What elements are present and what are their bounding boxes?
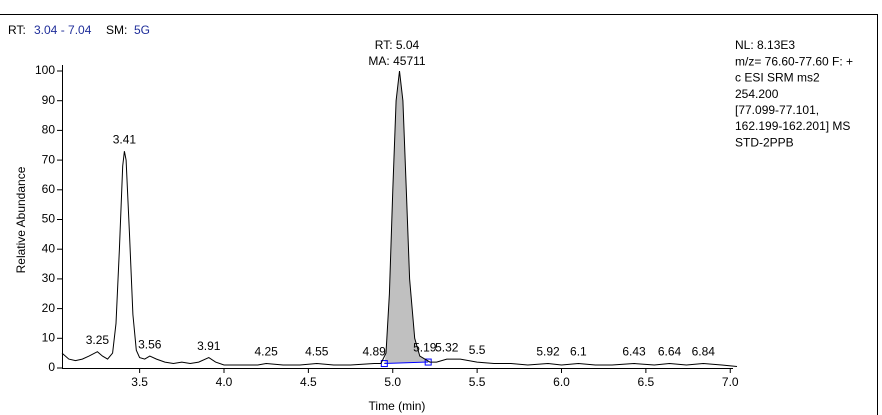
integration-baseline (384, 361, 429, 365)
x-tick-label: 3.5 (131, 375, 148, 389)
y-tick-label: 70 (42, 152, 56, 166)
rt-range: 3.04 - 7.04 (34, 23, 92, 37)
peak-label: 3.91 (197, 339, 221, 353)
trace-line (61, 70, 738, 367)
sm-label: SM: (106, 23, 127, 37)
peak-label: 5.92 (536, 345, 560, 359)
y-tick-label: 80 (42, 123, 56, 137)
x-tick-label: 6.0 (553, 375, 570, 389)
info-line: m/z= 76.60-77.60 F: + (735, 54, 853, 68)
y-tick-label: 30 (42, 271, 56, 285)
y-tick-label: 10 (42, 330, 56, 344)
y-tick-label: 90 (42, 93, 56, 107)
rt-label: RT: (8, 23, 26, 37)
peak-label: 6.43 (622, 345, 646, 359)
integrated-area (384, 71, 429, 364)
y-tick-label: 20 (42, 301, 56, 315)
x-tick-label: 7.0 (722, 375, 739, 389)
x-tick-label: 5.5 (469, 375, 486, 389)
info-line: STD-2PPB (735, 135, 794, 149)
x-tick-label: 5.0 (384, 375, 401, 389)
y-axis-label: Relative Abundance (14, 166, 28, 273)
peak-label: 3.41 (113, 132, 137, 146)
info-line: 254.200 (735, 87, 779, 101)
y-tick-label: 0 (48, 360, 55, 374)
y-tick-label: 40 (42, 241, 56, 255)
sm-value: 5G (134, 23, 150, 37)
x-tick-label: 4.5 (300, 375, 317, 389)
main-peak-area: MA: 45711 (368, 54, 425, 68)
main-peak-rt: RT: 5.04 (375, 38, 420, 52)
info-line: c ESI SRM ms2 (735, 71, 820, 85)
peak-label: 5.19 (413, 340, 437, 354)
peak-label: 6.64 (658, 345, 682, 359)
x-axis-label: Time (min) (369, 399, 426, 413)
y-tick-label: 100 (35, 63, 55, 77)
x-tick-label: 4.0 (216, 375, 233, 389)
y-tick-label: 60 (42, 182, 56, 196)
peak-label: 5.5 (469, 343, 486, 357)
peak-label: 3.25 (86, 333, 110, 347)
peak-label: 4.89 (363, 345, 387, 359)
info-line: [77.099-77.101, (735, 103, 819, 117)
y-tick-label: 50 (42, 212, 56, 226)
peak-label: 4.55 (305, 345, 329, 359)
info-line: 162.199-162.201] MS (735, 119, 850, 133)
x-tick-label: 6.5 (638, 375, 655, 389)
peak-label: 4.25 (255, 345, 279, 359)
peak-label: 5.32 (435, 340, 459, 354)
info-line: NL: 8.13E3 (735, 38, 795, 52)
peak-label: 6.1 (570, 345, 587, 359)
peak-label: 6.84 (692, 345, 716, 359)
peak-label: 3.56 (138, 337, 162, 351)
